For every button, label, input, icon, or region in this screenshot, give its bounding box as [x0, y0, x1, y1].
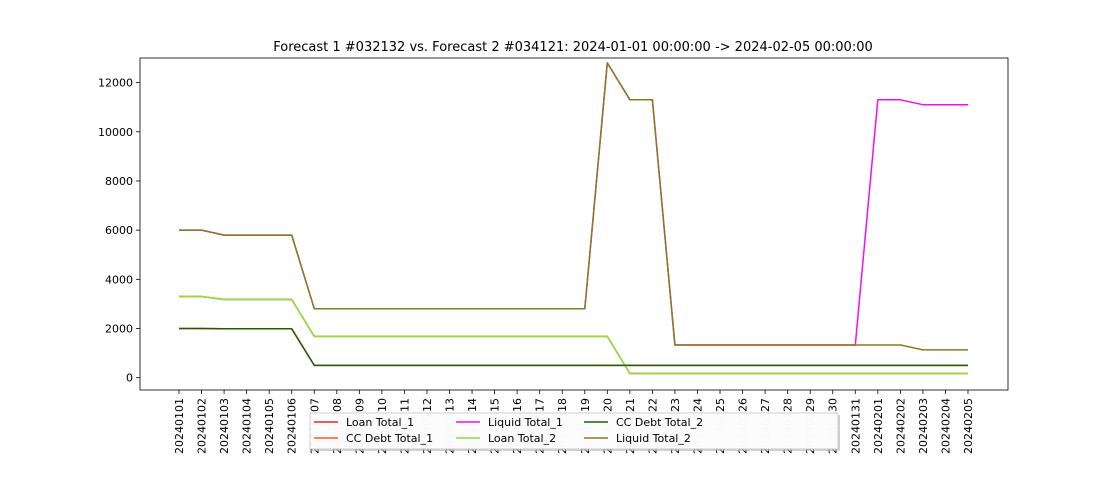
- x-tick-label: 20240102: [196, 398, 209, 454]
- x-tick-label: 20240106: [286, 398, 299, 454]
- plot-area: 0 2000 4000 6000 8000 10000 12000 20240101 20240…: [98, 57, 1009, 454]
- x-tick-label: 20240202: [894, 398, 907, 454]
- y-tick-label: 10000: [98, 126, 133, 139]
- axes-frame: [139, 57, 1009, 391]
- x-tick-label: 20240105: [263, 398, 276, 454]
- x-tick-label: 20240131: [849, 398, 862, 454]
- series-line-cc-debt-total-1: [179, 327, 968, 367]
- series-line-cc-debt-total-2: [179, 327, 968, 367]
- y-tick-label: 2000: [105, 323, 133, 336]
- x-tick-label: 20240204: [939, 398, 952, 454]
- legend-box: [309, 412, 839, 450]
- y-tick-label: 8000: [105, 175, 133, 188]
- y-tick-label: 4000: [105, 273, 133, 286]
- y-tick-label: 0: [126, 372, 133, 385]
- series-line-loan-total-2: [179, 295, 968, 375]
- y-tick-label: 6000: [105, 224, 133, 237]
- series-line-liquid-total-1: [179, 62, 968, 346]
- legend-label: Loan Total_2: [488, 432, 556, 445]
- legend-label: Loan Total_1: [346, 416, 414, 429]
- x-tick-label: 20240104: [241, 398, 254, 454]
- chart-title: Forecast 1 #032132 vs. Forecast 2 #03412…: [273, 40, 873, 55]
- y-tick-label: 12000: [98, 77, 133, 90]
- x-tick-label: 20240201: [872, 398, 885, 454]
- series-line-liquid-total-2: [179, 62, 968, 351]
- x-tick-label: 20240205: [962, 398, 975, 454]
- x-tick-label: 20240101: [173, 398, 186, 454]
- legend-label: CC Debt Total_1: [346, 432, 433, 445]
- legend-label: Liquid Total_1: [488, 416, 563, 429]
- x-tick-label: 20240103: [218, 398, 231, 454]
- legend-label: CC Debt Total_2: [616, 416, 703, 429]
- legend-label: Liquid Total_2: [616, 432, 691, 445]
- x-tick-label: 20240203: [917, 398, 930, 454]
